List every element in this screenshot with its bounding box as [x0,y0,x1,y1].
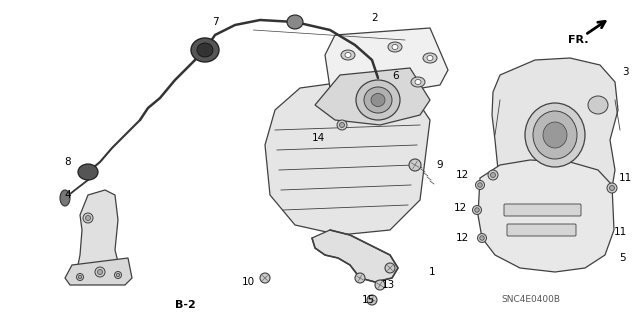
Text: 13: 13 [381,280,395,290]
Ellipse shape [392,44,398,49]
Circle shape [339,122,344,128]
Polygon shape [65,258,132,285]
Polygon shape [265,75,430,235]
Text: 7: 7 [212,17,218,27]
Text: SNC4E0400B: SNC4E0400B [502,295,561,304]
Ellipse shape [423,53,437,63]
Ellipse shape [341,50,355,60]
Text: 4: 4 [65,190,71,200]
Circle shape [77,273,83,280]
Ellipse shape [525,103,585,167]
Circle shape [367,295,377,305]
Text: 5: 5 [619,253,625,263]
Ellipse shape [287,15,303,29]
Text: 1: 1 [429,267,435,277]
Text: 11: 11 [618,173,632,183]
Ellipse shape [364,87,392,113]
Circle shape [95,267,105,277]
Circle shape [409,159,421,171]
Circle shape [488,170,498,180]
Circle shape [86,216,90,220]
Text: 8: 8 [65,157,71,167]
Circle shape [609,186,614,190]
Text: 12: 12 [456,233,468,243]
Text: B-2: B-2 [175,300,195,310]
Ellipse shape [78,164,98,180]
Polygon shape [312,230,398,282]
Circle shape [260,273,270,283]
Polygon shape [78,190,118,278]
Circle shape [477,234,486,242]
Ellipse shape [388,42,402,52]
FancyBboxPatch shape [507,224,576,236]
Circle shape [477,183,483,187]
Circle shape [355,273,365,283]
Text: 12: 12 [453,203,467,213]
Circle shape [476,181,484,189]
Circle shape [490,173,495,177]
Text: 2: 2 [372,13,378,23]
Circle shape [78,275,82,279]
Circle shape [116,273,120,277]
Ellipse shape [345,53,351,57]
Ellipse shape [356,80,400,120]
Circle shape [115,271,122,278]
Text: 15: 15 [362,295,374,305]
Polygon shape [315,68,430,125]
Ellipse shape [533,111,577,159]
Text: 3: 3 [621,67,628,77]
FancyBboxPatch shape [504,204,581,216]
Circle shape [375,280,385,290]
Text: 12: 12 [456,170,468,180]
Circle shape [475,208,479,212]
Circle shape [385,263,395,273]
Text: 9: 9 [436,160,444,170]
Circle shape [337,120,347,130]
Polygon shape [492,58,618,228]
Ellipse shape [543,122,567,148]
Ellipse shape [371,93,385,107]
Circle shape [607,183,617,193]
Ellipse shape [197,43,213,57]
Ellipse shape [588,96,608,114]
Circle shape [83,213,93,223]
Polygon shape [325,28,448,95]
Text: 10: 10 [241,277,255,287]
Ellipse shape [60,190,70,206]
Polygon shape [478,160,614,272]
Ellipse shape [411,77,425,87]
Text: FR.: FR. [568,35,588,45]
Text: 6: 6 [393,71,399,81]
Circle shape [480,236,484,240]
Circle shape [472,205,481,214]
Circle shape [97,270,102,275]
Ellipse shape [191,38,219,62]
Ellipse shape [427,56,433,61]
Ellipse shape [415,79,421,85]
Text: 14: 14 [312,133,324,143]
Text: 11: 11 [613,227,627,237]
